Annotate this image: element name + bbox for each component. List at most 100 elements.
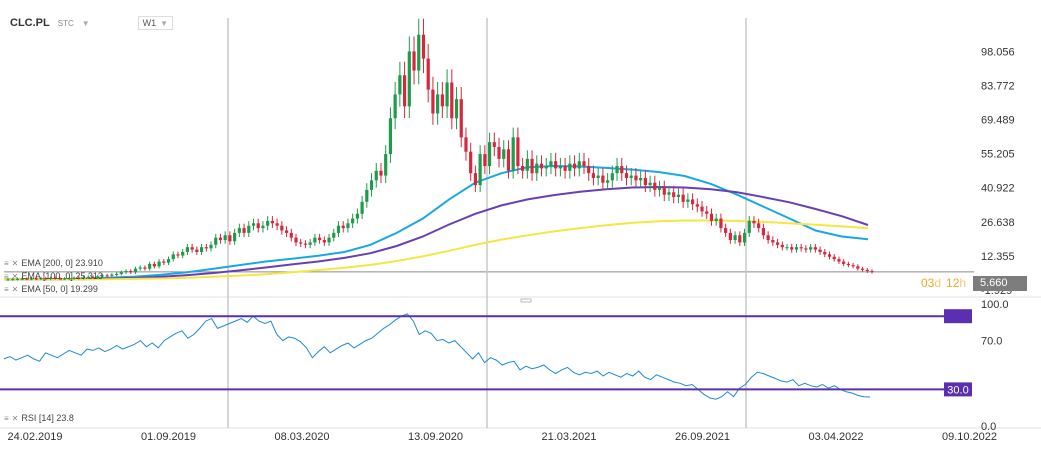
pane-resize-handle[interactable] [520,298,532,303]
candle-body [402,75,407,107]
countdown-days: 03 [921,276,935,290]
candle-body [709,213,714,221]
candle-body [601,175,605,183]
candle-body [771,240,775,243]
candle-body [719,218,723,229]
legend-rsi[interactable]: ≡ ✕ RSI [14] 23.8 [4,413,74,423]
ema50-line [4,164,869,281]
candle-body [690,199,695,205]
candle-body [572,163,577,169]
candle-body [195,249,199,252]
candle-body [176,254,180,256]
candle-body [700,206,704,212]
candle-body [237,228,241,233]
candle-body [48,277,53,279]
candle-body [284,230,289,233]
menu-icon[interactable]: ≡ [4,284,9,294]
candle-body [261,225,265,229]
legend-rsi-label: RSI [14] 23.8 [21,413,74,423]
legend-ema200[interactable]: ≡ ✕ EMA [200, 0] 23.910 [4,258,103,268]
candle-body [256,223,260,229]
candle-body [138,267,142,269]
candle-body [374,170,378,181]
candle-body [162,261,166,263]
candle-body [714,218,718,221]
candle-body [421,34,426,59]
candle-body [554,161,558,169]
candle-body [563,166,567,171]
candle-body [360,201,364,214]
rsi-tick-label: 100.0 [981,299,1009,311]
candle-body [440,94,444,107]
candle-body [851,265,855,267]
candle-body [431,89,435,114]
candle-body [77,277,81,279]
candle-body [591,173,596,178]
candle-body [308,242,312,245]
chevron-down-icon: ▼ [160,18,169,28]
candle-body [412,51,416,71]
menu-icon[interactable]: ≡ [4,413,9,423]
candle-body [355,213,359,219]
close-icon[interactable]: ✕ [11,413,19,423]
candle-body [294,237,298,243]
candle-body [129,271,133,273]
candle-body [799,247,803,249]
bar-countdown: 03 d 12 h [921,276,966,290]
candle-body [86,276,90,278]
candle-body [181,251,185,256]
candle-body [407,51,411,107]
candle-body [454,99,459,119]
candle-body [20,278,24,280]
candle-body [568,163,572,171]
candle-body [544,166,548,169]
candle-body [738,235,742,243]
candle-body [747,220,751,233]
candle-body [837,259,841,262]
menu-icon[interactable]: ≡ [4,271,9,281]
candle-body [148,263,152,269]
candle-body [610,173,614,181]
time-tick-label: 26.09.2021 [675,431,730,443]
candle-body [322,240,326,243]
close-icon[interactable]: ✕ [11,258,19,268]
price-tick-label: 69.489 [981,114,1015,126]
candle-body [549,161,553,167]
candle-body [676,194,681,198]
candle-body [100,275,105,277]
time-tick-label: 21.03.2021 [541,431,596,443]
timeframe-label: W1 [142,18,157,28]
time-tick-label: 01.09.2019 [141,431,196,443]
candle-body [842,261,846,264]
candle-body [724,228,728,233]
legend-ema100[interactable]: ≡ ✕ EMA [100, 0] 25.313 [4,271,103,281]
last-price-badge: 5.660 [973,276,1027,291]
rsi-level-label: 30.0 [947,384,968,396]
candle-body [124,271,128,273]
candle-body [733,235,737,241]
candle-body [785,247,789,249]
candle-body [558,166,562,169]
candle-body [15,278,20,280]
candle-body [81,277,86,279]
symbol-dropdown-icon[interactable]: ▼ [81,18,90,28]
candle-body [445,82,449,107]
candle-body [686,199,690,202]
candle-body [823,251,827,255]
candle-body [157,261,161,267]
candle-body [152,263,156,267]
candle-body [388,118,393,155]
rsi-level-badge [944,309,972,324]
close-icon[interactable]: ✕ [11,271,19,281]
menu-icon[interactable]: ≡ [4,258,9,268]
candle-body [185,247,190,252]
candle-body [813,247,817,250]
timeframe-selector[interactable]: W1 ▼ [137,16,174,30]
candle-body [606,180,610,183]
rsi-tick-label: 0.0 [981,421,996,433]
candle-body [336,225,341,233]
legend-ema50[interactable]: ≡ ✕ EMA [50, 0] 19.299 [4,284,98,294]
candle-body [398,75,402,95]
close-icon[interactable]: ✕ [11,284,19,294]
